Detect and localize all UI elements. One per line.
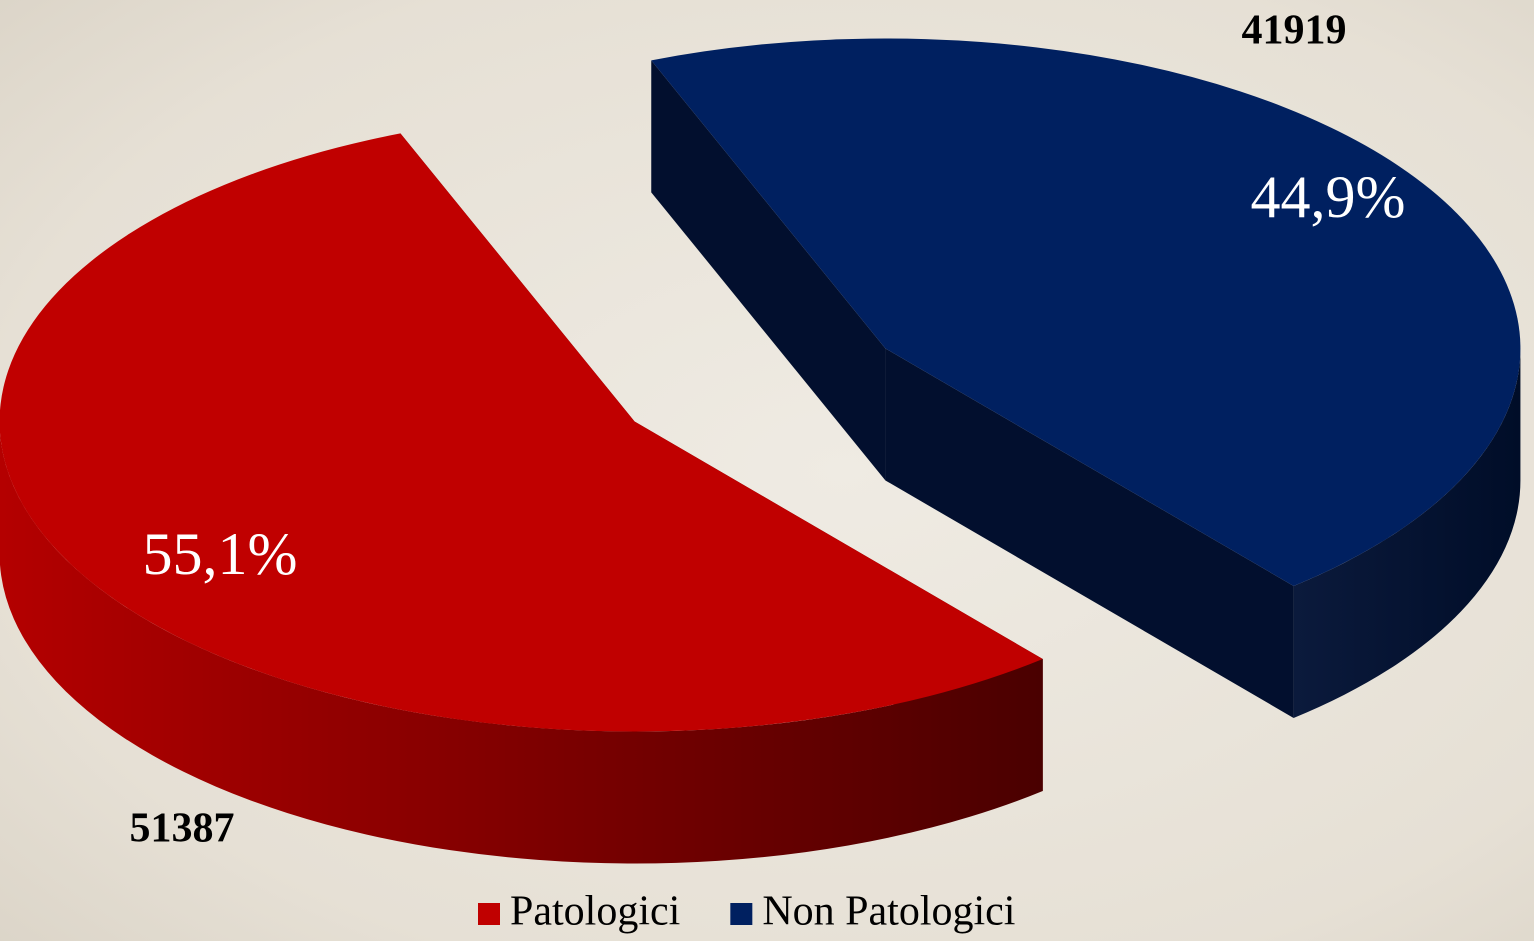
slice-percent-label: 44,9% [1251,164,1406,230]
legend-label: Patologici [510,889,680,935]
legend-swatch [478,903,500,925]
chart: 55,1% 51387 44,9% 41919 Patologici Non Patolo… [0,0,1534,941]
slice-percent-label: 55,1% [143,521,298,587]
legend-swatch [730,903,752,925]
legend-label: Non Patologici [762,889,1015,935]
page: {"chart_data": {"type": "pie", "categori… [0,0,1534,941]
slice-count-label: 51387 [130,806,235,852]
slice-count-label: 41919 [1242,8,1347,54]
